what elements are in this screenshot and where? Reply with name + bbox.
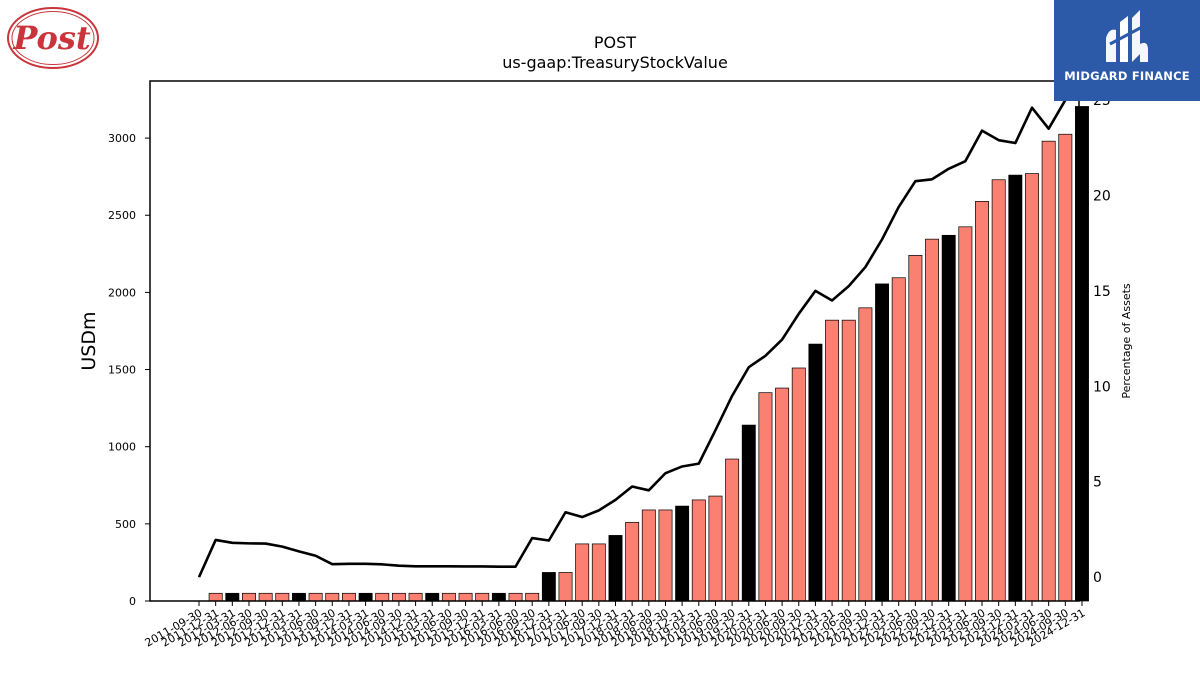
bar-2012-03-31 [225, 592, 240, 602]
bar-2013-12-31 [341, 592, 356, 602]
bar-2014-03-31 [358, 592, 373, 602]
y-tick-label-2500: 2500 [108, 209, 136, 222]
bar-2019-12-31 [741, 424, 756, 602]
bar-2018-09-30 [658, 509, 673, 602]
bar-2012-09-30 [258, 592, 273, 602]
y2-tick-label-5: 5 [1093, 475, 1102, 491]
midgard-finance-text: MIDGARD FINANCE [1064, 69, 1190, 83]
bar-2016-12-31 [541, 572, 556, 602]
bar-2021-06-30 [841, 319, 856, 602]
bar-2017-09-30 [591, 543, 606, 602]
y-tick-label-1000: 1000 [108, 441, 136, 454]
bar-2015-06-30 [441, 592, 456, 602]
plot-frame [149, 80, 1080, 602]
bar-2022-09-30 [925, 238, 939, 602]
y2-axis-label: Percentage of Assets [1120, 283, 1133, 399]
bar-2018-06-30 [641, 509, 656, 602]
bar-2014-06-30 [375, 592, 390, 602]
bar-2018-12-31 [675, 505, 690, 602]
bar-2023-09-30 [991, 179, 1006, 602]
bar-2016-09-30 [525, 592, 540, 602]
chart-title: POST [594, 33, 636, 52]
bar-2020-03-31 [758, 392, 773, 602]
y2-tick-label-20: 20 [1093, 188, 1111, 204]
bar-2016-03-31 [491, 592, 506, 602]
bar-2017-06-30 [575, 543, 590, 602]
bar-2024-09-30 [1058, 133, 1073, 602]
bar-2023-03-31 [958, 226, 973, 602]
bar-2016-06-30 [508, 592, 523, 602]
y-tick-label-500: 500 [115, 518, 136, 531]
bar-2017-03-31 [558, 572, 573, 602]
bar-2012-12-31 [275, 592, 290, 602]
y-tick-label-1500: 1500 [108, 364, 136, 377]
bar-2022-06-30 [908, 255, 923, 602]
bar-2023-06-30 [975, 201, 989, 602]
bar-2019-09-30 [725, 458, 740, 602]
bar-2013-03-31 [292, 592, 306, 602]
bar-2015-09-30 [458, 592, 473, 602]
y-tick-label-2000: 2000 [108, 286, 136, 299]
bar-2014-09-30 [391, 592, 406, 602]
y-tick-label-0: 0 [129, 595, 136, 608]
bar-2012-06-30 [242, 592, 256, 602]
bar-2015-12-31 [475, 592, 490, 602]
y2-tick-label-15: 15 [1093, 284, 1111, 300]
bar-2024-12-31 [1075, 106, 1089, 602]
bar-2020-12-31 [808, 343, 823, 602]
bar-2022-03-31 [891, 277, 906, 602]
bar-2024-06-30 [1041, 140, 1056, 602]
bar-2013-06-30 [308, 592, 323, 602]
bar-2011-12-31 [208, 592, 223, 602]
bar-2023-12-31 [1008, 174, 1023, 602]
bar-2021-09-30 [858, 307, 873, 602]
bar-2013-09-30 [325, 592, 340, 602]
bar-2019-03-31 [691, 499, 706, 602]
midgard-finance-logo: MIDGARD FINANCE [1054, 0, 1200, 101]
bar-2020-09-30 [791, 367, 806, 602]
y2-tick-label-10: 10 [1093, 379, 1111, 395]
y-axis-label: USDm [78, 311, 100, 370]
post-logo: Post [6, 6, 100, 70]
post-logo-text: Post [12, 19, 91, 57]
bar-2021-12-31 [875, 283, 890, 602]
bar-2020-06-30 [775, 387, 790, 602]
bar-2017-12-31 [608, 535, 623, 602]
chart-subtitle: us-gaap:TreasuryStockValue [502, 53, 728, 72]
bar-2022-12-31 [941, 234, 956, 602]
bar-2018-03-31 [625, 521, 640, 602]
bar-2015-03-31 [425, 592, 440, 602]
series-line-percentage-of-assets [197, 99, 1067, 578]
bar-2021-03-31 [825, 319, 840, 602]
bar-2024-03-31 [1025, 173, 1039, 602]
y-tick-label-3000: 3000 [108, 132, 136, 145]
bar-2014-12-31 [408, 592, 423, 602]
bar-2019-06-30 [708, 495, 723, 602]
y2-tick-label-0: 0 [1093, 570, 1102, 586]
